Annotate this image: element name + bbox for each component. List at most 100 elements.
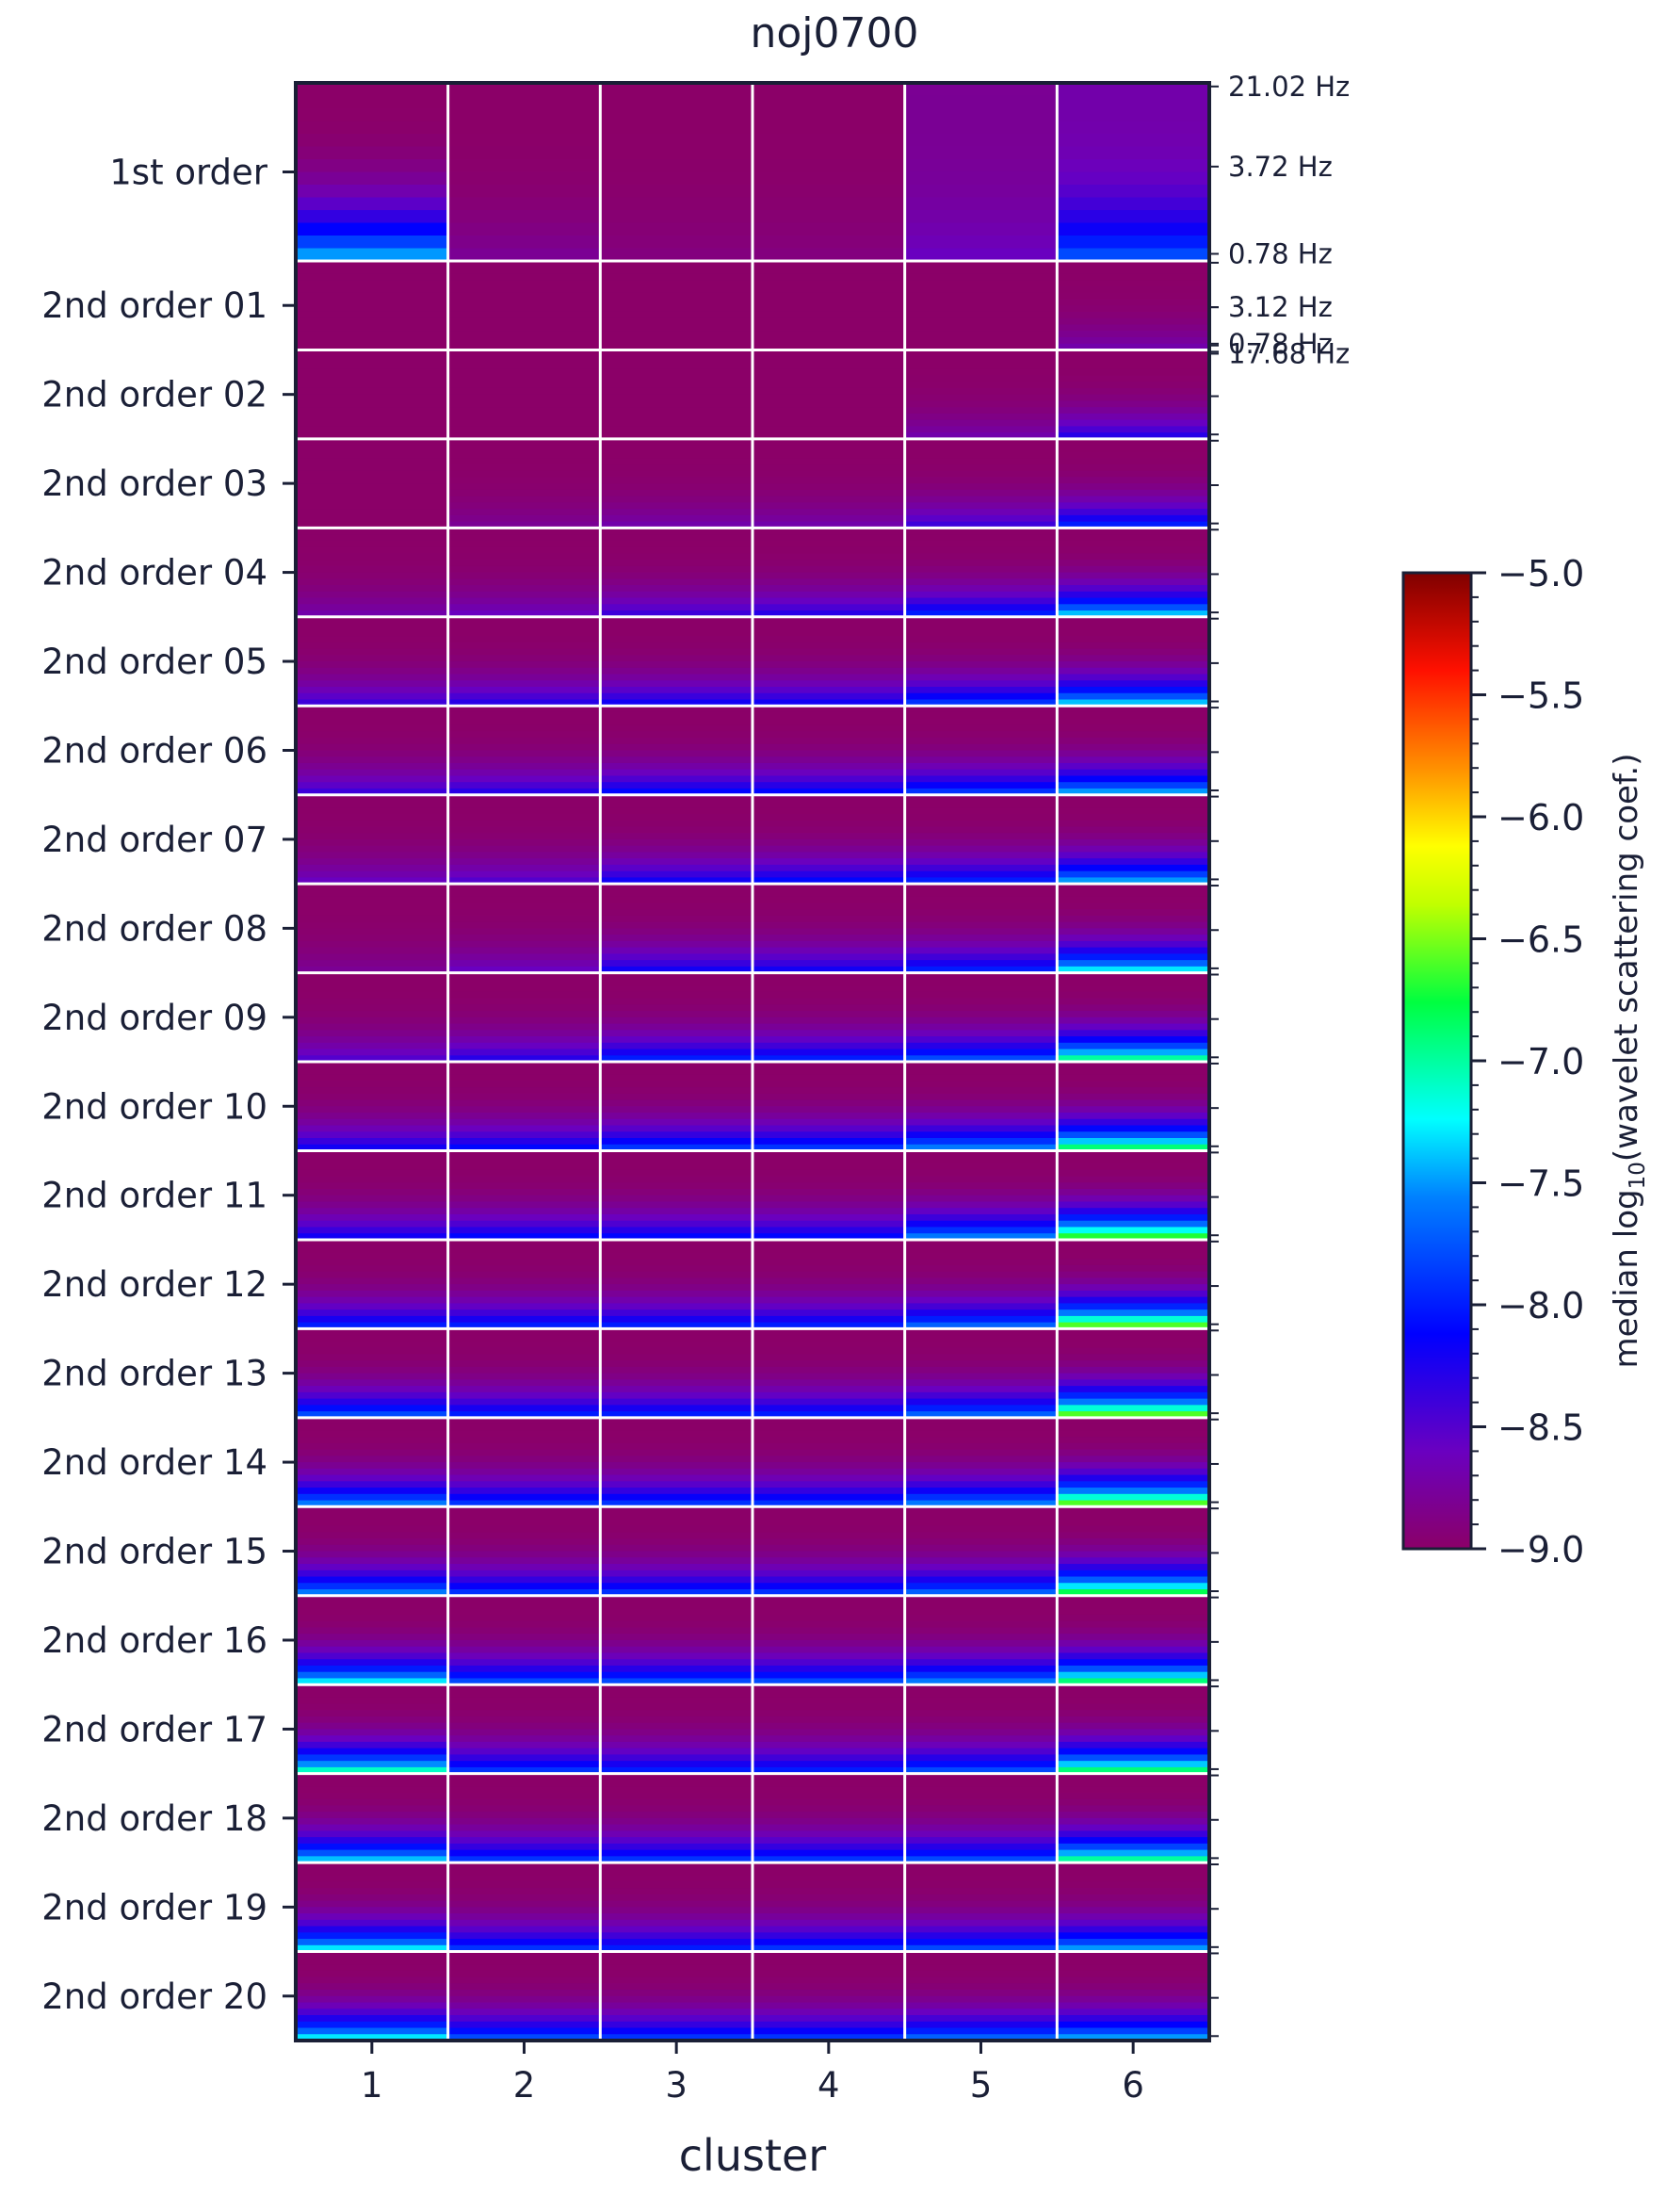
heatmap-cell bbox=[600, 642, 753, 650]
heatmap-cell bbox=[904, 1684, 1058, 1692]
heatmap-cell bbox=[600, 1684, 753, 1692]
heatmap-cell bbox=[600, 1919, 753, 1927]
heatmap-cell bbox=[447, 769, 601, 777]
heatmap-cell bbox=[753, 1589, 906, 1597]
heatmap-cell bbox=[447, 496, 601, 503]
heatmap-cell bbox=[904, 1544, 1058, 1553]
heatmap-cell bbox=[1057, 1004, 1210, 1012]
heatmap-cell bbox=[447, 903, 601, 910]
heatmap-cell bbox=[904, 248, 1058, 262]
heatmap-cell bbox=[296, 1678, 449, 1685]
heatmap-cell bbox=[447, 1386, 601, 1393]
heatmap-cell bbox=[1057, 1583, 1210, 1590]
heatmap-cell bbox=[1057, 197, 1210, 211]
heatmap-cell bbox=[753, 1824, 906, 1831]
heatmap-cell bbox=[904, 502, 1058, 510]
heatmap-cell bbox=[447, 451, 601, 459]
heatmap-cell bbox=[904, 1067, 1058, 1076]
heatmap-cell bbox=[447, 1315, 601, 1324]
heatmap-cell bbox=[1057, 1277, 1210, 1285]
heatmap-cell bbox=[296, 1830, 449, 1838]
heatmap-cell bbox=[296, 706, 449, 713]
heatmap-cell bbox=[1057, 336, 1210, 345]
heatmap-cell bbox=[296, 1659, 449, 1667]
heatmap-cell bbox=[447, 1646, 601, 1654]
heatmap-cell bbox=[1057, 1894, 1210, 1902]
heatmap-cell bbox=[753, 807, 906, 815]
heatmap-cell bbox=[447, 1093, 601, 1101]
heatmap-cell bbox=[1057, 1970, 1210, 1978]
heatmap-cell bbox=[1057, 1169, 1210, 1178]
heatmap-cell bbox=[600, 159, 753, 173]
heatmap-cell bbox=[904, 1944, 1058, 1953]
heatmap-cell bbox=[904, 1608, 1058, 1616]
heatmap-cell bbox=[447, 1919, 601, 1927]
heatmap-cell bbox=[1057, 775, 1210, 783]
heatmap-cell bbox=[600, 1843, 753, 1851]
heatmap-cell bbox=[600, 1792, 753, 1800]
heatmap-cell bbox=[296, 1551, 449, 1558]
heatmap-cell bbox=[447, 311, 601, 319]
heatmap-cell bbox=[447, 1786, 601, 1794]
heatmap-cell bbox=[600, 496, 753, 503]
heatmap-cell bbox=[600, 960, 753, 968]
heatmap-cell bbox=[753, 674, 906, 681]
heatmap-cell bbox=[296, 1748, 449, 1756]
heatmap-cell bbox=[600, 852, 753, 859]
heatmap-cell bbox=[296, 2009, 449, 2016]
heatmap-cell bbox=[753, 1735, 906, 1743]
heatmap-cell bbox=[447, 1398, 601, 1406]
heatmap-cell bbox=[904, 1386, 1058, 1393]
heatmap-cell bbox=[1057, 1188, 1210, 1196]
heatmap-cell bbox=[904, 572, 1058, 579]
heatmap-cell bbox=[296, 1671, 449, 1680]
heatmap-cell bbox=[600, 1252, 753, 1260]
heatmap-cell bbox=[904, 801, 1058, 808]
heatmap-cell bbox=[296, 108, 449, 122]
heatmap-cell bbox=[600, 1576, 753, 1584]
heatmap-cell bbox=[1057, 585, 1210, 593]
heatmap-cell bbox=[600, 1315, 753, 1324]
heatmap-cell bbox=[296, 368, 449, 377]
heatmap-cell bbox=[753, 1163, 906, 1171]
y-tick-label: 2nd order 14 bbox=[41, 1442, 267, 1483]
heatmap-cell bbox=[753, 1716, 906, 1724]
heatmap-cell bbox=[447, 979, 601, 986]
heatmap-cell bbox=[600, 1036, 753, 1044]
heatmap-cell bbox=[447, 1932, 601, 1940]
colorbar-ticks: −5.0−5.5−6.0−6.5−7.0−7.5−8.0−8.5−9.0 bbox=[1471, 553, 1584, 1570]
heatmap-cell bbox=[753, 1042, 906, 1050]
heatmap-cell bbox=[904, 706, 1058, 713]
heatmap-cell bbox=[1057, 1067, 1210, 1076]
heatmap-cell bbox=[1057, 1373, 1210, 1380]
freq-label: 3.12 Hz bbox=[1228, 291, 1333, 323]
heatmap-cell bbox=[753, 464, 906, 472]
heatmap-cell bbox=[296, 387, 449, 396]
heatmap-cell bbox=[296, 616, 449, 625]
heatmap-cell bbox=[753, 121, 906, 135]
heatmap-cell bbox=[753, 1684, 906, 1692]
heatmap-cell bbox=[753, 317, 906, 326]
heatmap-cell bbox=[904, 1042, 1058, 1050]
heatmap-cell bbox=[447, 775, 601, 783]
heatmap-cell bbox=[753, 546, 906, 554]
heatmap-cell bbox=[753, 331, 906, 338]
heatmap-cell bbox=[600, 1875, 753, 1882]
heatmap-cell bbox=[447, 331, 601, 338]
heatmap-cell bbox=[447, 1792, 601, 1800]
heatmap-cell bbox=[447, 1551, 601, 1558]
heatmap-cell bbox=[1057, 1741, 1210, 1749]
colorbar-tick-label: −9.0 bbox=[1497, 1529, 1584, 1570]
heatmap-cell bbox=[753, 343, 906, 351]
heatmap-cell bbox=[753, 477, 906, 484]
heatmap-cell bbox=[1057, 1030, 1210, 1037]
heatmap-cell bbox=[296, 1042, 449, 1050]
heatmap-cell bbox=[904, 540, 1058, 548]
heatmap-cell bbox=[753, 1525, 906, 1533]
heatmap-cell bbox=[600, 1023, 753, 1031]
heatmap-cell bbox=[447, 1379, 601, 1387]
heatmap-cell bbox=[904, 1271, 1058, 1279]
heatmap-cell bbox=[447, 1620, 601, 1629]
heatmap-cell bbox=[1057, 382, 1210, 389]
heatmap-cell bbox=[1057, 724, 1210, 732]
